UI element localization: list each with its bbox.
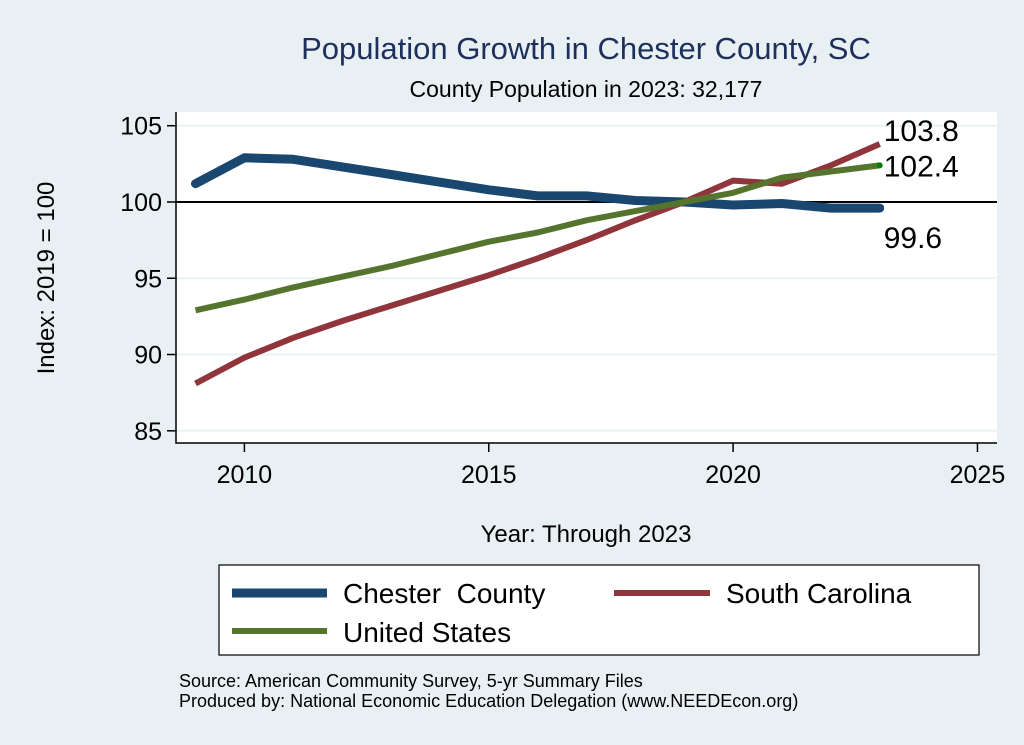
y-tick-label: 95 bbox=[134, 265, 162, 293]
x-tick-label: 2015 bbox=[461, 461, 517, 489]
y-axis-title: Index: 2019 = 100 bbox=[33, 182, 60, 375]
source-note: Source: American Community Survey, 5-yr … bbox=[179, 671, 643, 691]
legend-label-south-carolina: South Carolina bbox=[726, 578, 912, 609]
x-tick-label: 2025 bbox=[950, 461, 1006, 489]
legend: Chester County South Carolina United Sta… bbox=[218, 564, 980, 656]
x-tick-label: 2010 bbox=[217, 461, 273, 489]
chart-title: Population Growth in Chester County, SC bbox=[301, 31, 871, 66]
x-axis: 2010 2015 2020 2025 bbox=[217, 443, 1006, 489]
producer-note: Produced by: National Economic Education… bbox=[179, 691, 798, 711]
x-axis-title: Year: Through 2023 bbox=[481, 521, 692, 548]
grid-lines bbox=[176, 124, 997, 432]
y-tick-label: 85 bbox=[134, 418, 162, 446]
legend-label-chester-county: Chester County bbox=[343, 578, 545, 609]
y-tick-label: 105 bbox=[120, 113, 162, 141]
end-label-south-carolina: 103.8 bbox=[884, 115, 959, 148]
x-tick-label: 2020 bbox=[705, 461, 761, 489]
end-marker-united-states bbox=[876, 162, 883, 169]
y-tick-label: 100 bbox=[120, 189, 162, 217]
end-label-chester-county: 99.6 bbox=[884, 222, 942, 255]
legend-label-united-states: United States bbox=[343, 617, 511, 648]
chart-subtitle: County Population in 2023: 32,177 bbox=[410, 76, 763, 102]
y-axis: 85 90 95 100 105 bbox=[120, 113, 176, 446]
series-line-chester-county bbox=[191, 153, 885, 213]
legend-box bbox=[218, 564, 980, 656]
series-line-united-states bbox=[194, 162, 881, 314]
end-label-united-states: 102.4 bbox=[884, 150, 959, 183]
y-tick-label: 90 bbox=[134, 342, 162, 370]
axis-frame bbox=[175, 112, 997, 444]
series-lines bbox=[191, 141, 885, 387]
